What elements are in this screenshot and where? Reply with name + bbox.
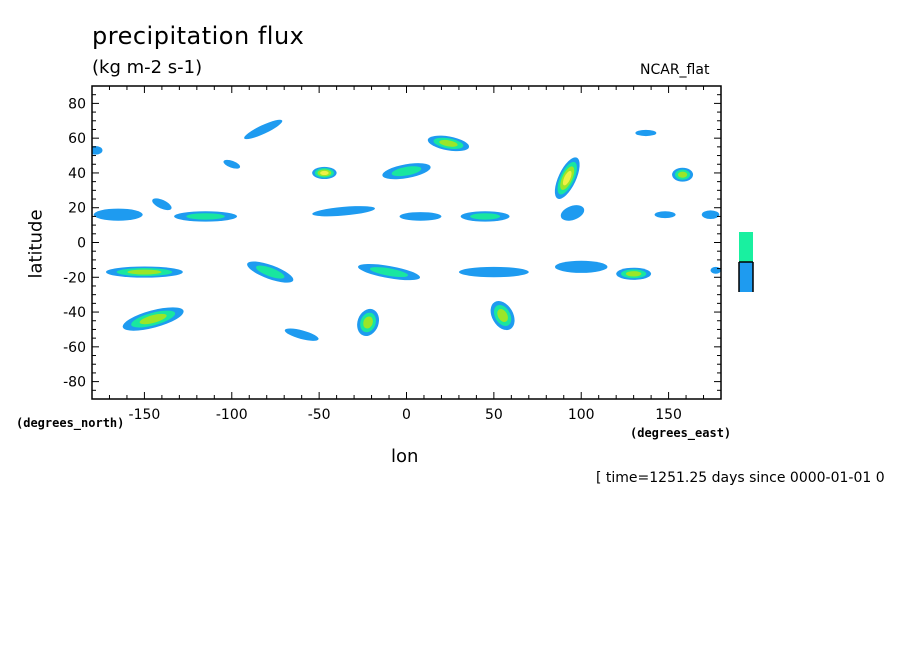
y-axis-unit-label: (degrees_north): [16, 416, 125, 430]
precip-cell-0: [93, 208, 143, 221]
colorbar-outline: [738, 261, 754, 292]
precip-cell-24: [672, 167, 694, 182]
precip-cell-15-level-3: [439, 139, 458, 147]
precip-cell-8-level-2: [255, 265, 285, 279]
precip-cell-10-level-4: [320, 170, 329, 176]
x-tick-label: -100: [216, 407, 248, 423]
precip-cell-27: [701, 210, 720, 220]
precip-cell-21-level-1: [560, 205, 585, 221]
y-tick-label: -20: [63, 270, 86, 286]
x-axis-unit-label: (degrees_east): [630, 426, 732, 440]
precip-cell-7-level-1: [244, 119, 283, 140]
precip-cell-22: [555, 260, 608, 273]
precip-cell-3-level-1: [92, 145, 103, 155]
precip-cell-26: [654, 211, 676, 219]
y-tick-label: 0: [77, 236, 86, 252]
contour-fields: [92, 119, 721, 341]
x-tick-label: 0: [402, 407, 411, 423]
precip-cell-17: [460, 211, 510, 222]
y-tick-label: 60: [68, 131, 86, 147]
precip-cell-16-level-1: [399, 212, 442, 221]
precip-cell-22-level-1: [555, 260, 608, 273]
time-label: [ time=1251.25 days since 0000-01-01 0: [596, 470, 885, 486]
precip-cell-20: [554, 157, 580, 199]
precip-cell-23: [616, 267, 652, 280]
precip-cell-16: [399, 212, 442, 221]
precip-cell-3: [92, 145, 103, 155]
precip-cell-2: [122, 307, 184, 331]
precip-cell-9-level-1: [284, 328, 319, 341]
plot-frame: [91, 85, 722, 400]
precip-cell-19: [490, 301, 515, 331]
precip-cell-12-level-2: [369, 267, 409, 278]
precip-cell-6: [223, 159, 241, 169]
precip-cell-25-level-1: [635, 129, 657, 137]
precip-cell-19-level-3: [497, 309, 508, 322]
y-tick-label: 20: [68, 201, 86, 217]
x-tick-label: 150: [655, 407, 682, 423]
precip-cell-9: [284, 328, 319, 341]
precip-cell-21: [560, 205, 585, 221]
precip-cell-11-level-1: [312, 206, 375, 217]
precip-cell-10: [312, 166, 337, 180]
y-tick-label: 80: [68, 96, 86, 112]
colorbar: [738, 232, 754, 292]
precip-cell-18: [458, 266, 529, 278]
x-tick-label: 100: [568, 407, 595, 423]
precip-cell-0-level-1: [93, 208, 143, 221]
precip-cell-13-level-3: [363, 316, 373, 329]
precip-cell-11: [312, 206, 375, 217]
y-tick-label: -40: [63, 305, 86, 321]
colorbar-swatch-1: [739, 262, 753, 292]
axis-ticks: -150 -100 -50 0 50 100 150 80 60 40 20 0 -20 -40 -60 -8…: [63, 86, 721, 423]
precip-cell-15: [427, 135, 470, 152]
colormap-name: NCAR_flat: [640, 62, 710, 78]
precip-cell-28: [710, 266, 721, 274]
x-tick-label: 50: [485, 407, 503, 423]
precip-cell-5: [152, 198, 172, 211]
precip-cell-14-level-2: [391, 166, 422, 177]
precip-cell-4-level-2: [186, 213, 225, 220]
chart-units: (kg m-2 s-1): [92, 57, 203, 78]
precip-cell-18-level-1: [458, 266, 529, 278]
precip-cell-5-level-1: [152, 198, 172, 211]
y-tick-label: 40: [68, 166, 86, 182]
precip-cell-26-level-1: [654, 211, 676, 219]
precip-cell-1-level-3: [127, 269, 162, 275]
precip-cell-20-level-4: [562, 170, 572, 186]
y-tick-label: -80: [63, 375, 86, 391]
precip-cell-2-level-3: [139, 313, 167, 325]
precip-cell-13: [357, 308, 380, 337]
x-tick-label: -50: [308, 407, 331, 423]
precip-cell-23-level-3: [625, 271, 642, 277]
precip-cell-6-level-1: [223, 159, 241, 169]
precip-cell-14: [382, 163, 431, 180]
precip-cell-12: [358, 263, 421, 281]
colorbar-swatch-0: [739, 232, 753, 262]
y-tick-label: -60: [63, 340, 86, 356]
precip-cell-4: [174, 211, 238, 222]
x-axis-label: lon: [391, 446, 419, 467]
x-tick-label: -150: [129, 407, 161, 423]
chart-title: precipitation flux: [92, 22, 305, 50]
precip-cell-24-level-3: [677, 171, 688, 178]
precip-cell-7: [244, 119, 283, 140]
precip-cell-27-level-1: [701, 210, 720, 220]
precip-cell-8: [247, 261, 294, 283]
precip-cell-28-level-1: [710, 266, 721, 274]
precip-cell-1: [105, 266, 183, 278]
precip-cell-25: [635, 129, 657, 137]
precip-cell-17-level-2: [470, 213, 501, 220]
